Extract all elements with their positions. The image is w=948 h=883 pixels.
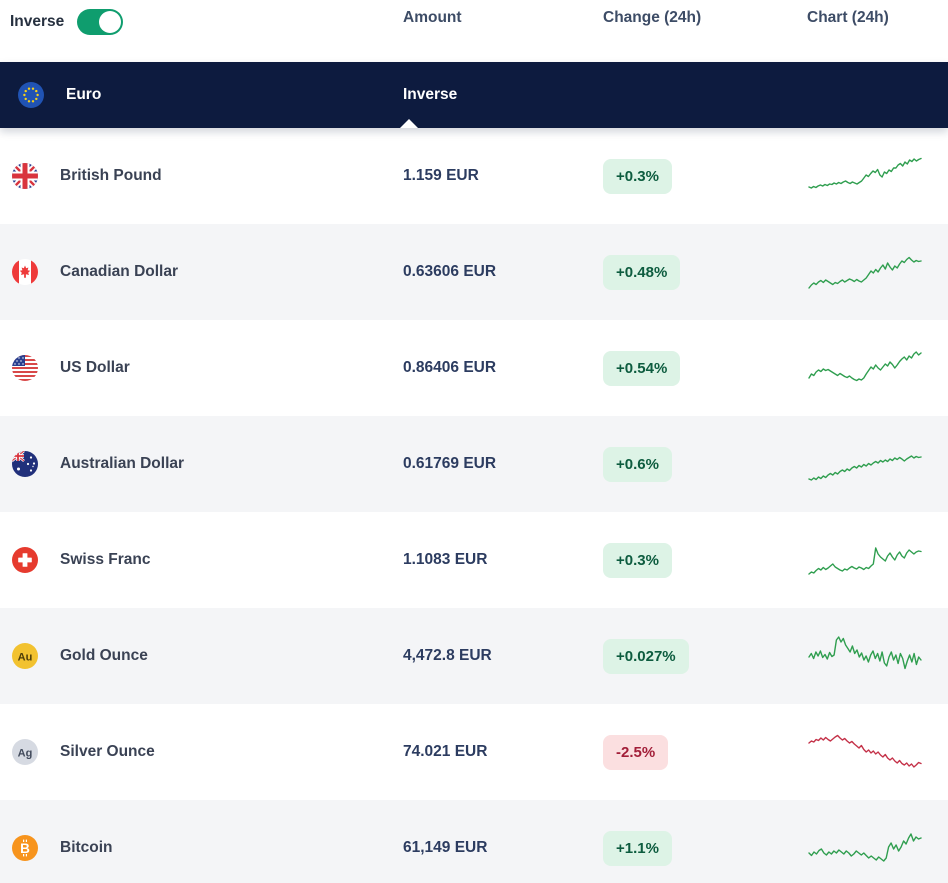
sparkline-chart [808,547,922,575]
gold-icon: Au [12,643,38,669]
inverse-toggle[interactable] [77,9,124,35]
sparkline-chart [808,734,922,768]
au-flag-icon [12,451,38,477]
amount-value: 4,472.8 EUR [403,647,492,664]
table-row[interactable]: Au Gold Ounce 4,472.8 EUR +0.027% [0,608,948,704]
base-currency-bar[interactable]: Euro Inverse [0,62,948,128]
ca-flag-icon [12,259,38,285]
table-row[interactable]: US Dollar 0.86406 EUR +0.54% [0,320,948,416]
currency-name: Silver Ounce [60,743,155,760]
table-row[interactable]: Ag Silver Ounce 74.021 EUR -2.5% [0,704,948,800]
table-row[interactable]: British Pound 1.159 EUR +0.3% [0,128,948,224]
eu-flag-icon [18,82,44,108]
table-header: Inverse Amount Change (24h) Chart (24h) [0,0,948,62]
base-bar-inverse-label: Inverse [403,86,458,103]
currency-name: Australian Dollar [60,455,185,472]
amount-value: 0.61769 EUR [403,455,497,472]
svg-text:Au: Au [18,652,33,664]
column-header-amount: Amount [403,9,462,26]
toggle-knob-icon [99,11,122,33]
currency-name: British Pound [60,167,162,184]
sparkline-chart [808,351,922,382]
currency-name: Bitcoin [60,839,113,856]
table-row[interactable]: Swiss Franc 1.1083 EUR +0.3% [0,512,948,608]
table-row[interactable]: B Bitcoin 61,149 EUR +1.1% [0,800,948,883]
rates-table-body: British Pound 1.159 EUR +0.3% Canadian Doll… [0,128,948,883]
change-badge: +0.3% [603,542,672,578]
change-badge: +0.6% [603,446,672,482]
svg-text:B: B [20,841,30,856]
sparkline-chart [808,636,922,670]
change-badge: +0.027% [603,638,689,674]
sparkline-chart [808,157,922,189]
silver-icon: Ag [12,739,38,765]
gb-flag-icon [12,163,38,189]
table-row[interactable]: Canadian Dollar 0.63606 EUR +0.48% [0,224,948,320]
change-badge: +0.3% [603,158,672,194]
change-badge: +0.54% [603,350,681,386]
table-row[interactable]: Australian Dollar 0.61769 EUR +0.6% [0,416,948,512]
currency-name: Gold Ounce [60,647,148,664]
inverse-column-caret [400,119,418,128]
currency-name: Canadian Dollar [60,263,178,280]
us-flag-icon [12,355,38,381]
amount-value: 74.021 EUR [403,743,488,760]
btc-icon: B [12,835,38,861]
inverse-toggle-label: Inverse [10,13,65,30]
currency-name: Swiss Franc [60,551,151,568]
ch-flag-icon [12,547,38,573]
amount-value: 0.86406 EUR [403,359,497,376]
sparkline-chart [808,256,922,289]
amount-value: 1.159 EUR [403,167,479,184]
svg-text:Ag: Ag [18,748,33,760]
column-header-chart: Chart (24h) [807,9,889,26]
change-badge: +0.48% [603,254,681,290]
amount-value: 1.1083 EUR [403,551,488,568]
sparkline-chart [808,833,922,862]
amount-value: 61,149 EUR [403,839,488,856]
change-badge: +1.1% [603,830,672,866]
column-header-change: Change (24h) [603,9,702,26]
change-badge: -2.5% [603,734,669,770]
base-currency-name: Euro [66,86,102,103]
currency-name: US Dollar [60,359,130,376]
amount-value: 0.63606 EUR [403,263,497,280]
sparkline-chart [808,455,922,481]
